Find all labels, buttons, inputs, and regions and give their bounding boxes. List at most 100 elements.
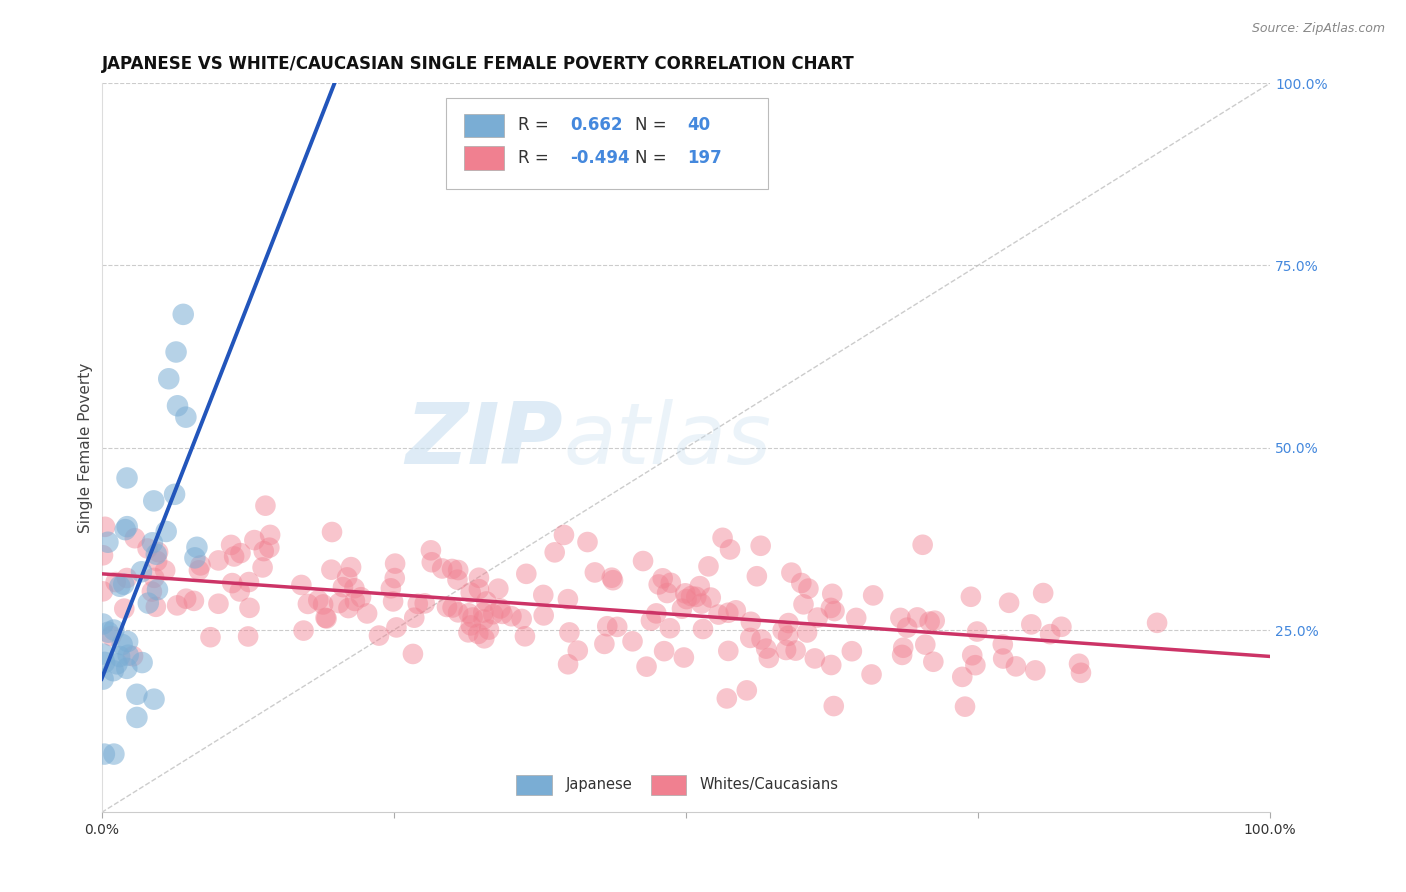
Point [914,638,936,652]
FancyBboxPatch shape [446,97,768,189]
Point [321,563,343,577]
Point [778,629,800,643]
Point [420,555,443,569]
Point [718,542,741,557]
Point [740,631,762,645]
Point [820,601,842,615]
Point [596,619,619,633]
Point [356,607,378,621]
Point [491,607,513,621]
Point [724,603,747,617]
Point [332,580,354,594]
Point [441,562,464,576]
Point [472,606,495,620]
Point [238,575,260,590]
Point [891,640,914,655]
Point [711,531,734,545]
Point [690,597,713,611]
Point [312,598,335,612]
Point [142,494,165,508]
Point [172,307,194,321]
Point [103,747,125,761]
Point [717,644,740,658]
Point [911,538,934,552]
Point [991,637,1014,651]
Point [187,563,209,577]
Point [165,345,187,359]
Point [254,499,277,513]
Point [93,747,115,761]
Point [141,584,163,599]
Point [745,569,768,583]
Point [820,658,842,673]
Point [689,579,711,593]
Point [108,579,131,593]
Point [671,601,693,615]
Text: R =: R = [517,116,554,135]
Point [807,610,830,624]
Point [468,571,491,585]
Point [960,648,983,663]
Point [343,581,366,595]
Point [751,632,773,647]
FancyBboxPatch shape [464,113,503,137]
Point [91,549,114,563]
Point [112,601,135,615]
Point [457,625,479,640]
Point [243,533,266,547]
Point [824,604,846,618]
Point [790,576,813,591]
Point [441,600,464,615]
Text: JAPANESE VS WHITE/CAUCASIAN SINGLE FEMALE POVERTY CORRELATION CHART: JAPANESE VS WHITE/CAUCASIAN SINGLE FEMAL… [101,55,855,73]
Point [117,648,139,663]
Point [460,618,482,632]
Point [797,582,820,596]
Text: 0.662: 0.662 [571,116,623,135]
Point [104,575,127,590]
Point [157,372,180,386]
Point [515,566,537,581]
Point [174,410,197,425]
Point [1039,627,1062,641]
Point [117,634,139,648]
Point [557,657,579,672]
Point [780,566,803,580]
Point [321,524,343,539]
Point [307,593,329,607]
Point [1146,615,1168,630]
Point [236,630,259,644]
Point [755,641,778,656]
Point [141,536,163,550]
Point [190,558,212,573]
Point [136,596,159,610]
Point [472,613,495,627]
Point [385,620,408,634]
Point [792,598,814,612]
Point [891,648,914,662]
Point [207,597,229,611]
Point [965,658,987,673]
Point [143,692,166,706]
Point [841,644,863,658]
Text: Source: ZipAtlas.com: Source: ZipAtlas.com [1251,22,1385,36]
Point [621,634,644,648]
Point [174,591,197,606]
Point [145,599,167,614]
Point [460,585,482,599]
Point [821,587,844,601]
Point [501,609,523,624]
Text: Whites/Caucasians: Whites/Caucasians [700,777,839,792]
Point [717,606,740,620]
Point [758,651,780,665]
Point [125,687,148,701]
Point [557,592,579,607]
Point [749,539,772,553]
Point [186,541,208,555]
Point [413,596,436,610]
Point [91,584,114,599]
Point [229,546,252,560]
Point [406,597,429,611]
Text: N =: N = [634,149,672,167]
Point [860,667,883,681]
Point [103,623,125,637]
